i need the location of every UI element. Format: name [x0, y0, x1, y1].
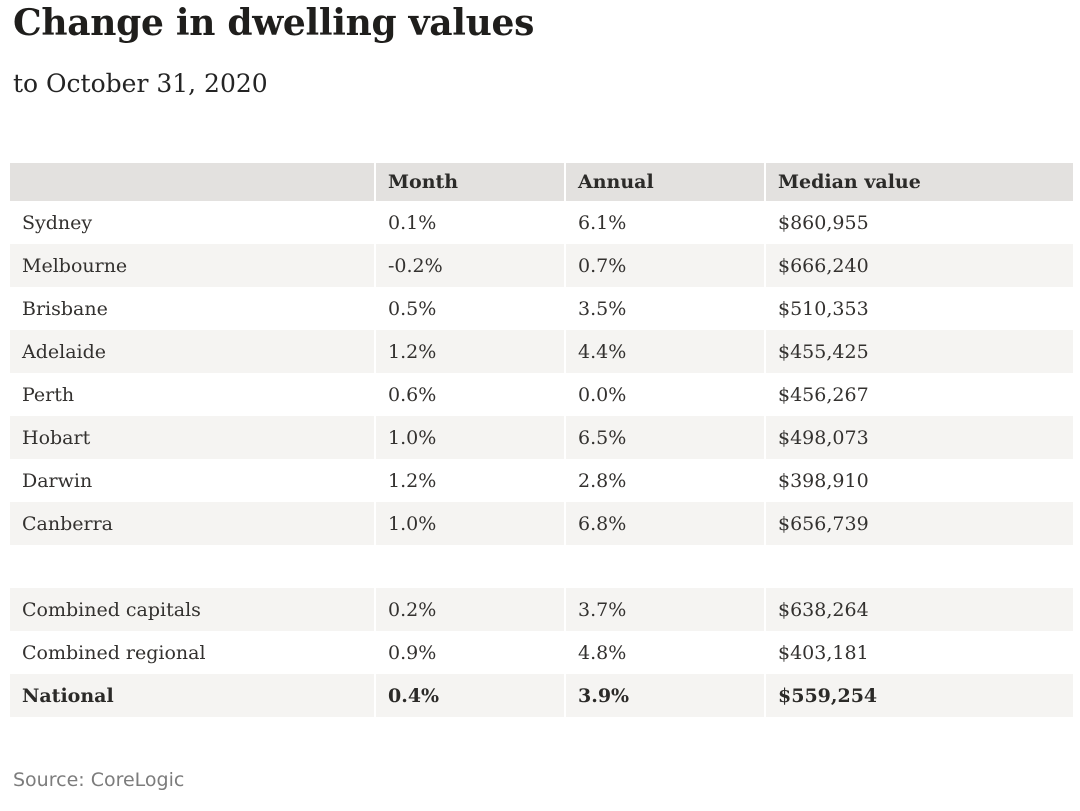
month-cell: 0.6%: [374, 373, 565, 417]
month-cell: 1.0%: [374, 416, 565, 460]
header-cell-median-value: Median value: [764, 163, 1073, 202]
city-rows-section: Sydney 0.1% 6.1% $860,955 Melbourne -0.2% 0.7%…: [10, 201, 1073, 546]
median-value-cell: $656,739: [764, 502, 1073, 546]
median-value-cell: $638,264: [764, 588, 1073, 632]
median-value-cell: $456,267: [764, 373, 1073, 417]
month-cell: 1.2%: [374, 459, 565, 503]
median-value-cell: $510,353: [764, 287, 1073, 331]
region-label: National: [22, 684, 114, 707]
source-note: Source: CoreLogic: [13, 769, 185, 792]
month-cell: 0.2%: [374, 588, 565, 632]
table-row-hobart: Hobart 1.0% 6.5% $498,073: [10, 416, 1073, 460]
month-cell: 1.2%: [374, 330, 565, 374]
median-value-cell: $455,425: [764, 330, 1073, 374]
region-label: Canberra: [22, 512, 114, 535]
annual-cell: 0.0%: [564, 373, 765, 417]
month-cell: 0.5%: [374, 287, 565, 331]
annual-cell: 3.5%: [564, 287, 765, 331]
region-label: Hobart: [22, 426, 91, 449]
table-row-melbourne: Melbourne -0.2% 0.7% $666,240: [10, 244, 1073, 288]
median-value-cell: $559,254: [764, 674, 1073, 718]
month-cell: 1.0%: [374, 502, 565, 546]
table-row-darwin: Darwin 1.2% 2.8% $398,910: [10, 459, 1073, 503]
table-header-row: Month Annual Median value: [10, 163, 1073, 202]
annual-cell: 3.7%: [564, 588, 765, 632]
table-row-national: National 0.4% 3.9% $559,254: [10, 674, 1073, 718]
summary-rows-section: Combined capitals 0.2% 3.7% $638,264 Combine…: [10, 588, 1073, 718]
median-value-cell: $403,181: [764, 631, 1073, 675]
annual-cell: 0.7%: [564, 244, 765, 288]
header-cell-annual: Annual: [564, 163, 765, 202]
region-label: Melbourne: [22, 254, 128, 277]
spacer-row: [10, 545, 1073, 589]
table-row-combined-capitals: Combined capitals 0.2% 3.7% $638,264: [10, 588, 1073, 632]
table-row-perth: Perth 0.6% 0.0% $456,267: [10, 373, 1073, 417]
region-label: Sydney: [22, 211, 93, 234]
month-cell: 0.4%: [374, 674, 565, 718]
month-cell: 0.1%: [374, 201, 565, 245]
annual-cell: 2.8%: [564, 459, 765, 503]
median-value-cell: $398,910: [764, 459, 1073, 503]
table-row-brisbane: Brisbane 0.5% 3.5% $510,353: [10, 287, 1073, 331]
header-cell-month: Month: [374, 163, 565, 202]
region-label: Brisbane: [22, 297, 108, 320]
month-cell: 0.9%: [374, 631, 565, 675]
region-label: Combined regional: [22, 641, 206, 664]
table-row-canberra: Canberra 1.0% 6.8% $656,739: [10, 502, 1073, 546]
page-title: Change in dwelling values: [13, 2, 535, 44]
region-label: Perth: [22, 383, 75, 406]
spacer-row-section: [10, 545, 1073, 589]
annual-cell: 6.5%: [564, 416, 765, 460]
table-row-adelaide: Adelaide 1.2% 4.4% $455,425: [10, 330, 1073, 374]
annual-cell: 6.8%: [564, 502, 765, 546]
header-cell-region: [10, 163, 375, 202]
median-value-cell: $666,240: [764, 244, 1073, 288]
annual-cell: 4.8%: [564, 631, 765, 675]
region-label: Darwin: [22, 469, 93, 492]
annual-cell: 3.9%: [564, 674, 765, 718]
table-header: Month Annual Median value: [10, 163, 1073, 202]
dwelling-values-table: Month Annual Median value Sydney 0.1% 6.1%…: [10, 163, 1073, 718]
median-value-cell: $860,955: [764, 201, 1073, 245]
annual-cell: 4.4%: [564, 330, 765, 374]
annual-cell: 6.1%: [564, 201, 765, 245]
month-cell: -0.2%: [374, 244, 565, 288]
median-value-cell: $498,073: [764, 416, 1073, 460]
table-row-combined-regional: Combined regional 0.9% 4.8% $403,181: [10, 631, 1073, 675]
page-subtitle: to October 31, 2020: [13, 69, 268, 99]
table-row-sydney: Sydney 0.1% 6.1% $860,955: [10, 201, 1073, 245]
region-label: Combined capitals: [22, 598, 201, 621]
region-label: Adelaide: [22, 340, 107, 363]
